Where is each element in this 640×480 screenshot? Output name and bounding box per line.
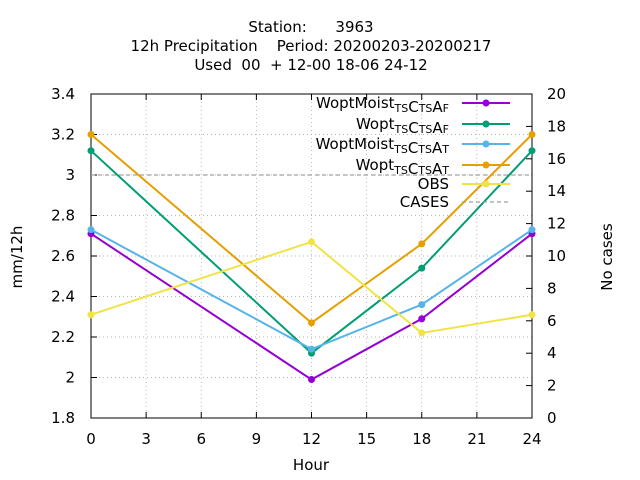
legend-marker [482, 140, 490, 148]
x-tick-label: 18 [412, 430, 431, 448]
data-point [528, 311, 536, 319]
y-tick-label: 3.2 [51, 126, 75, 144]
data-point [418, 240, 426, 248]
y2-tick-label: 16 [547, 150, 566, 168]
y2-tick-label: 14 [547, 182, 566, 200]
legend-label: WoptMoistTSCTSAF [316, 94, 449, 116]
y2-tick-label: 6 [547, 312, 557, 330]
y-tick-label: 2.2 [51, 328, 75, 346]
data-point [418, 264, 426, 272]
legend-label: CASES [400, 193, 449, 211]
data-point [308, 376, 315, 384]
y2-axis-label: No cases [598, 223, 616, 291]
series-line [90, 240, 533, 335]
y-tick-label: 2.4 [51, 288, 75, 306]
series-line [90, 133, 533, 325]
data-point [418, 315, 426, 323]
data-point [87, 226, 95, 234]
y2-tick-label: 0 [547, 409, 557, 427]
data-point [418, 329, 426, 337]
y-tick-label: 3.4 [51, 85, 75, 103]
y2-tick-label: 12 [547, 215, 566, 233]
y2-tick-label: 4 [547, 344, 557, 362]
legend-label: WoptTSCTSAT [356, 156, 450, 178]
y-tick-label: 3 [65, 166, 75, 184]
title-line: 12h Precipitation Period: 20200203-20200… [131, 37, 492, 55]
legend-label: OBS [418, 175, 449, 193]
grid [91, 94, 532, 418]
y2-tick-label: 10 [547, 247, 566, 265]
x-tick-label: 21 [467, 430, 486, 448]
y-tick-label: 2.8 [51, 207, 75, 225]
data-point [528, 131, 536, 138]
plot-area [87, 131, 536, 384]
x-tick-label: 24 [522, 430, 541, 448]
axes: 0 3 6 9 12 15 18 21 241.822.22.42.62.833.23.4024… [8, 85, 616, 474]
data-point [418, 301, 426, 309]
series-line [90, 232, 533, 381]
legend-marker [482, 99, 490, 107]
y-tick-label: 2.6 [51, 247, 75, 265]
x-tick-label: 0 [86, 430, 96, 448]
y-tick-label: 2 [65, 369, 75, 387]
data-point [308, 319, 315, 327]
x-tick-label: 12 [302, 430, 321, 448]
legend-label: WoptTSCTSAF [356, 115, 449, 137]
x-tick-label: 3 [141, 430, 151, 448]
y-tick-label: 1.8 [51, 409, 75, 427]
data-point [528, 147, 536, 155]
data-point [528, 226, 536, 234]
data-point [87, 131, 95, 138]
y-axis-label: mm/12h [8, 226, 26, 289]
x-axis-label: Hour [293, 456, 330, 474]
y2-tick-label: 8 [547, 279, 557, 297]
series-line [90, 149, 533, 355]
title-line: Used 00 + 12-00 18-06 24-12 [194, 56, 427, 74]
data-point [87, 147, 95, 155]
series-line [90, 228, 533, 351]
legend-marker [482, 120, 490, 128]
y2-tick-label: 18 [547, 117, 566, 135]
x-tick-label: 9 [252, 430, 262, 448]
x-tick-label: 6 [196, 430, 206, 448]
y2-tick-label: 20 [547, 85, 566, 103]
legend-marker [482, 161, 490, 169]
legend-marker [482, 180, 490, 188]
title-line: Station: 3963 [248, 18, 373, 36]
data-point [87, 311, 95, 319]
data-point [308, 345, 315, 353]
y2-tick-label: 2 [547, 377, 557, 395]
data-point [308, 238, 315, 246]
legend-label: WoptMoistTSCTSAT [316, 135, 450, 157]
x-tick-label: 15 [357, 430, 376, 448]
legend: WoptMoistTSCTSAFWoptTSCTSAFWoptMoistTSCT… [316, 94, 510, 211]
